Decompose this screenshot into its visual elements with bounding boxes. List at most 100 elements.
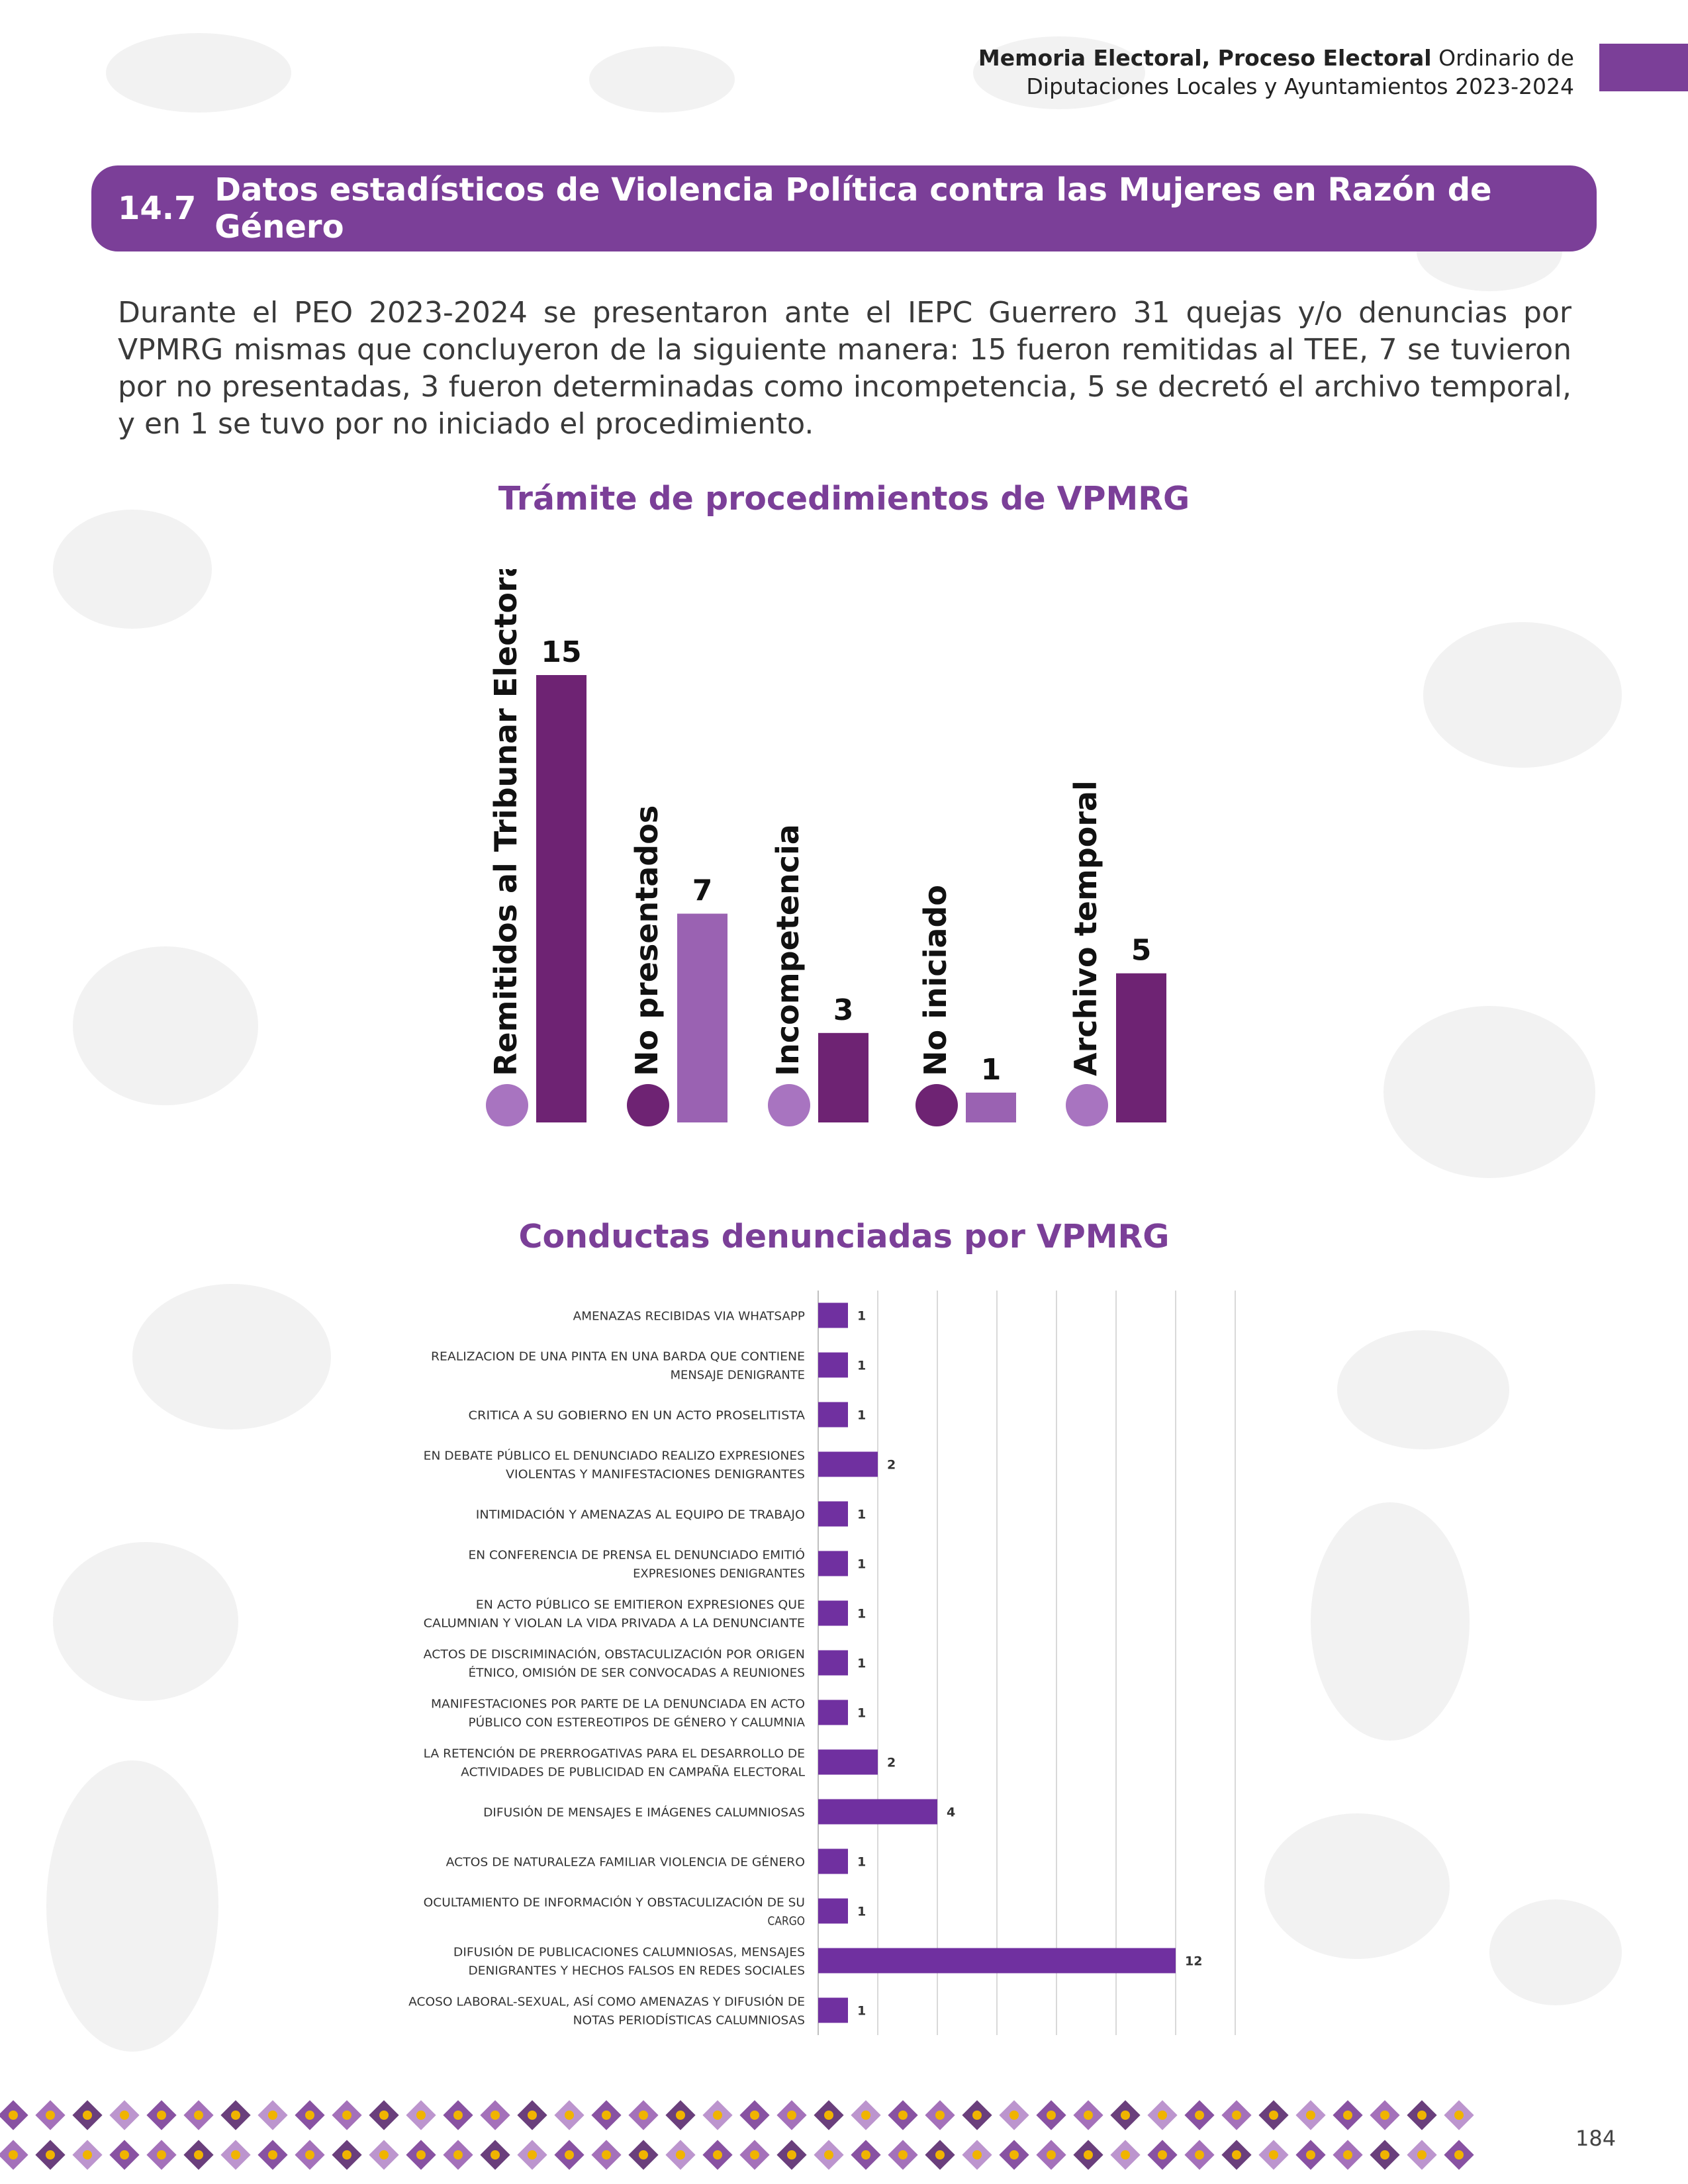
chart2-bar (818, 1302, 848, 1328)
embroidery-center (713, 2150, 722, 2160)
embroidery-center (1269, 2111, 1278, 2120)
embroidery-center (416, 2150, 426, 2160)
chart2-value-label: 4 (947, 1805, 955, 1820)
chart2-value-label: 1 (857, 1359, 866, 1373)
chart1-bar (966, 1092, 1016, 1122)
chart1-legend-dot (1066, 1084, 1108, 1126)
embroidery-center (1417, 2111, 1427, 2120)
embroidery-center (1232, 2150, 1241, 2160)
header-title-line2: Diputaciones Locales y Ayuntamientos 202… (1026, 73, 1574, 99)
chart2-category-label: ACTOS DE DISCRIMINACIÓN, OBSTACULIZACIÓN… (424, 1647, 805, 1662)
embroidery-center (305, 2111, 314, 2120)
chart2-value-label: 1 (857, 2004, 866, 2019)
chart2-value-label: 12 (1185, 1954, 1202, 1969)
chart2-bar (818, 1848, 848, 1874)
embroidery-center (453, 2150, 463, 2160)
embroidery-center (676, 2111, 685, 2120)
embroidery-center (1195, 2111, 1204, 2120)
chart2-category-label: OCULTAMIENTO DE INFORMACIÓN Y OBSTACULIZ… (424, 1895, 805, 1910)
embroidery-center (565, 2111, 574, 2120)
embroidery-center (379, 2111, 389, 2120)
chart1-legend-dot (627, 1084, 669, 1126)
embroidery-center (824, 2111, 833, 2120)
chart2-category-label: NOTAS PERIODÍSTICAS CALUMNIOSAS (573, 2013, 805, 2028)
chart2-value-label: 1 (857, 1557, 866, 1572)
chart2-bar (818, 1700, 848, 1725)
embroidery-border (0, 2100, 1474, 2170)
chart1-category-label: Archivo temporal (1068, 780, 1103, 1076)
header-accent-bar (1599, 44, 1688, 91)
embroidery-center (342, 2111, 352, 2120)
embroidery-center (83, 2111, 92, 2120)
chart1-legend-dot (486, 1084, 528, 1126)
chart2-category-label: MENSAJE DENIGRANTE (671, 1369, 805, 1383)
intro-paragraph: Durante el PEO 2023-2024 se presentaron … (118, 296, 1571, 441)
embroidery-center (9, 2150, 18, 2160)
embroidery-center (1195, 2150, 1204, 2160)
chart1-value-label: 7 (692, 874, 713, 908)
embroidery-center (972, 2150, 982, 2160)
chart1-title: Trámite de procedimientos de VPMRG (498, 480, 1190, 518)
chart1-value-label: 3 (833, 993, 854, 1027)
embroidery-center (565, 2150, 574, 2160)
chart2-category-label: EN CONFERENCIA DE PRENSA EL DENUNCIADO E… (469, 1548, 806, 1563)
embroidery-center (157, 2111, 166, 2120)
embroidery-center (972, 2111, 982, 2120)
embroidery-center (1269, 2150, 1278, 2160)
embroidery-center (861, 2111, 870, 2120)
embroidery-center (342, 2150, 352, 2160)
embroidery-center (1084, 2111, 1093, 2120)
embroidery-center (1343, 2111, 1352, 2120)
chart2-bar (818, 1799, 937, 1825)
chart1-bar (1116, 973, 1166, 1122)
chart2-category-label: EXPRESIONES DENIGRANTES (633, 1567, 805, 1581)
embroidery-center (120, 2150, 129, 2160)
embroidery-center (750, 2111, 759, 2120)
embroidery-center (1380, 2111, 1389, 2120)
chart2-category-label: PÚBLICO CON ESTEREOTIPOS DE GÉNERO Y CAL… (469, 1715, 806, 1730)
embroidery-center (1343, 2150, 1352, 2160)
chart2-category-label: REALIZACION DE UNA PINTA EN UNA BARDA QU… (431, 1350, 805, 1364)
chart2-bar (818, 1749, 878, 1775)
section-number: 14.7 (118, 190, 197, 227)
chart2-category-label: MANIFESTACIONES POR PARTE DE LA DENUNCIA… (431, 1698, 805, 1711)
chart2-bar (818, 1352, 848, 1378)
embroidery-center (528, 2111, 537, 2120)
embroidery-center (602, 2150, 611, 2160)
chart1-category-label: No iniciado (917, 885, 953, 1076)
chart2-category-label: EN DEBATE PÚBLICO EL DENUNCIADO REALIZO … (424, 1449, 805, 1463)
embroidery-center (416, 2111, 426, 2120)
chart2-title: Conductas denunciadas por VPMRG (518, 1218, 1170, 1255)
embroidery-center (1306, 2150, 1315, 2160)
embroidery-center (157, 2150, 166, 2160)
conducts-bar-chart: 024681012141AMENAZAS RECIBIDAS VIA WHATS… (408, 1291, 1236, 2035)
chart1-value-label: 15 (541, 635, 581, 669)
embroidery-center (1121, 2150, 1130, 2160)
section-title: Datos estadísticos de Violencia Política… (214, 171, 1492, 246)
embroidery-center (1009, 2150, 1019, 2160)
embroidery-center (787, 2150, 796, 2160)
embroidery-center (1417, 2150, 1427, 2160)
embroidery-center (453, 2111, 463, 2120)
embroidery-center (268, 2111, 277, 2120)
chart2-bar (818, 1997, 848, 2023)
section-banner: 14.7 Datos estadísticos de Violencia Pol… (91, 165, 1597, 251)
embroidery-center (528, 2150, 537, 2160)
chart2-category-label: EN ACTO PÚBLICO SE EMITIERON EXPRESIONES… (476, 1598, 805, 1612)
embroidery-center (898, 2150, 908, 2160)
chart1-category-label: Remitidos al Tribunar Electoral (488, 569, 524, 1076)
embroidery-center (1158, 2150, 1167, 2160)
embroidery-center (1306, 2111, 1315, 2120)
chart2-category-label: DIFUSIÓN DE PUBLICACIONES CALUMNIOSAS, M… (453, 1945, 805, 1960)
embroidery-center (305, 2150, 314, 2160)
chart1-category-label: Incompetencia (770, 824, 806, 1076)
chart2-value-label: 2 (887, 1756, 896, 1770)
embroidery-center (1232, 2111, 1241, 2120)
chart1-value-label: 5 (1131, 934, 1152, 968)
chart2-value-label: 1 (857, 1706, 866, 1721)
embroidery-center (713, 2111, 722, 2120)
embroidery-center (898, 2111, 908, 2120)
chart2-category-label: DIFUSIÓN DE MENSAJES E IMÁGENES CALUMNIO… (483, 1805, 805, 1820)
